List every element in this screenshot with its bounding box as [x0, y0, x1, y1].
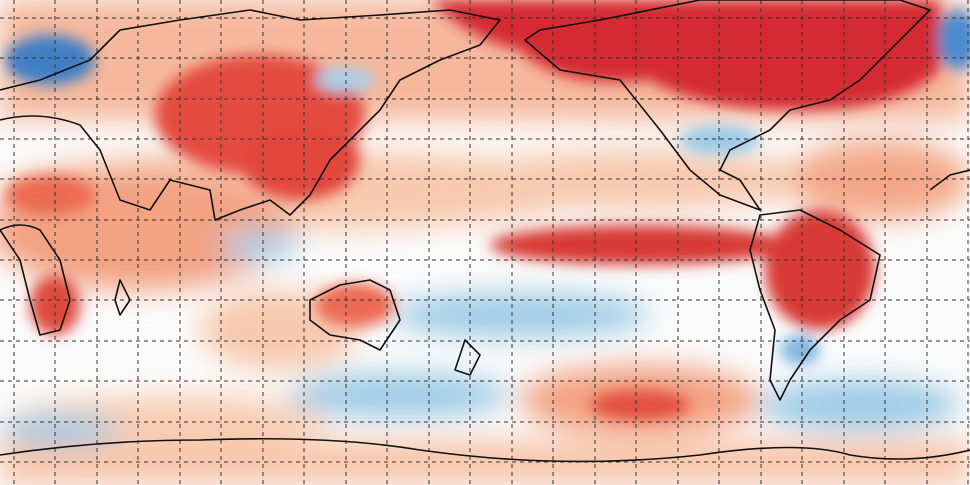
warm-area — [590, 390, 690, 420]
strong-warm-area — [765, 210, 875, 330]
strong-cool-area — [5, 35, 95, 85]
cool-area — [780, 335, 820, 365]
coastlines — [0, 0, 970, 463]
new-zealand-coast — [454, 339, 481, 376]
cool-area — [390, 293, 650, 337]
europe-coast — [929, 169, 970, 191]
warm-area — [315, 283, 395, 327]
strong-warm-area — [240, 120, 360, 200]
warm-area — [790, 140, 970, 220]
cool-area — [680, 125, 760, 155]
cool-area — [0, 415, 120, 445]
cool-area — [315, 68, 375, 92]
strong-cool-area — [938, 10, 970, 70]
north-america-coast — [524, 0, 931, 211]
strong-warm-area — [490, 225, 790, 265]
africa-coast — [0, 224, 71, 336]
warm-area — [5, 175, 95, 215]
warm-area — [460, 150, 820, 210]
south-america-coast — [749, 209, 881, 401]
eurasia-coast — [0, 9, 501, 221]
antarctica-coast — [0, 437, 970, 463]
cool-area — [290, 373, 510, 417]
madagascar-coast — [114, 279, 131, 316]
cool-area — [220, 230, 300, 260]
cool-area — [760, 380, 960, 430]
australia-coast — [309, 279, 401, 351]
